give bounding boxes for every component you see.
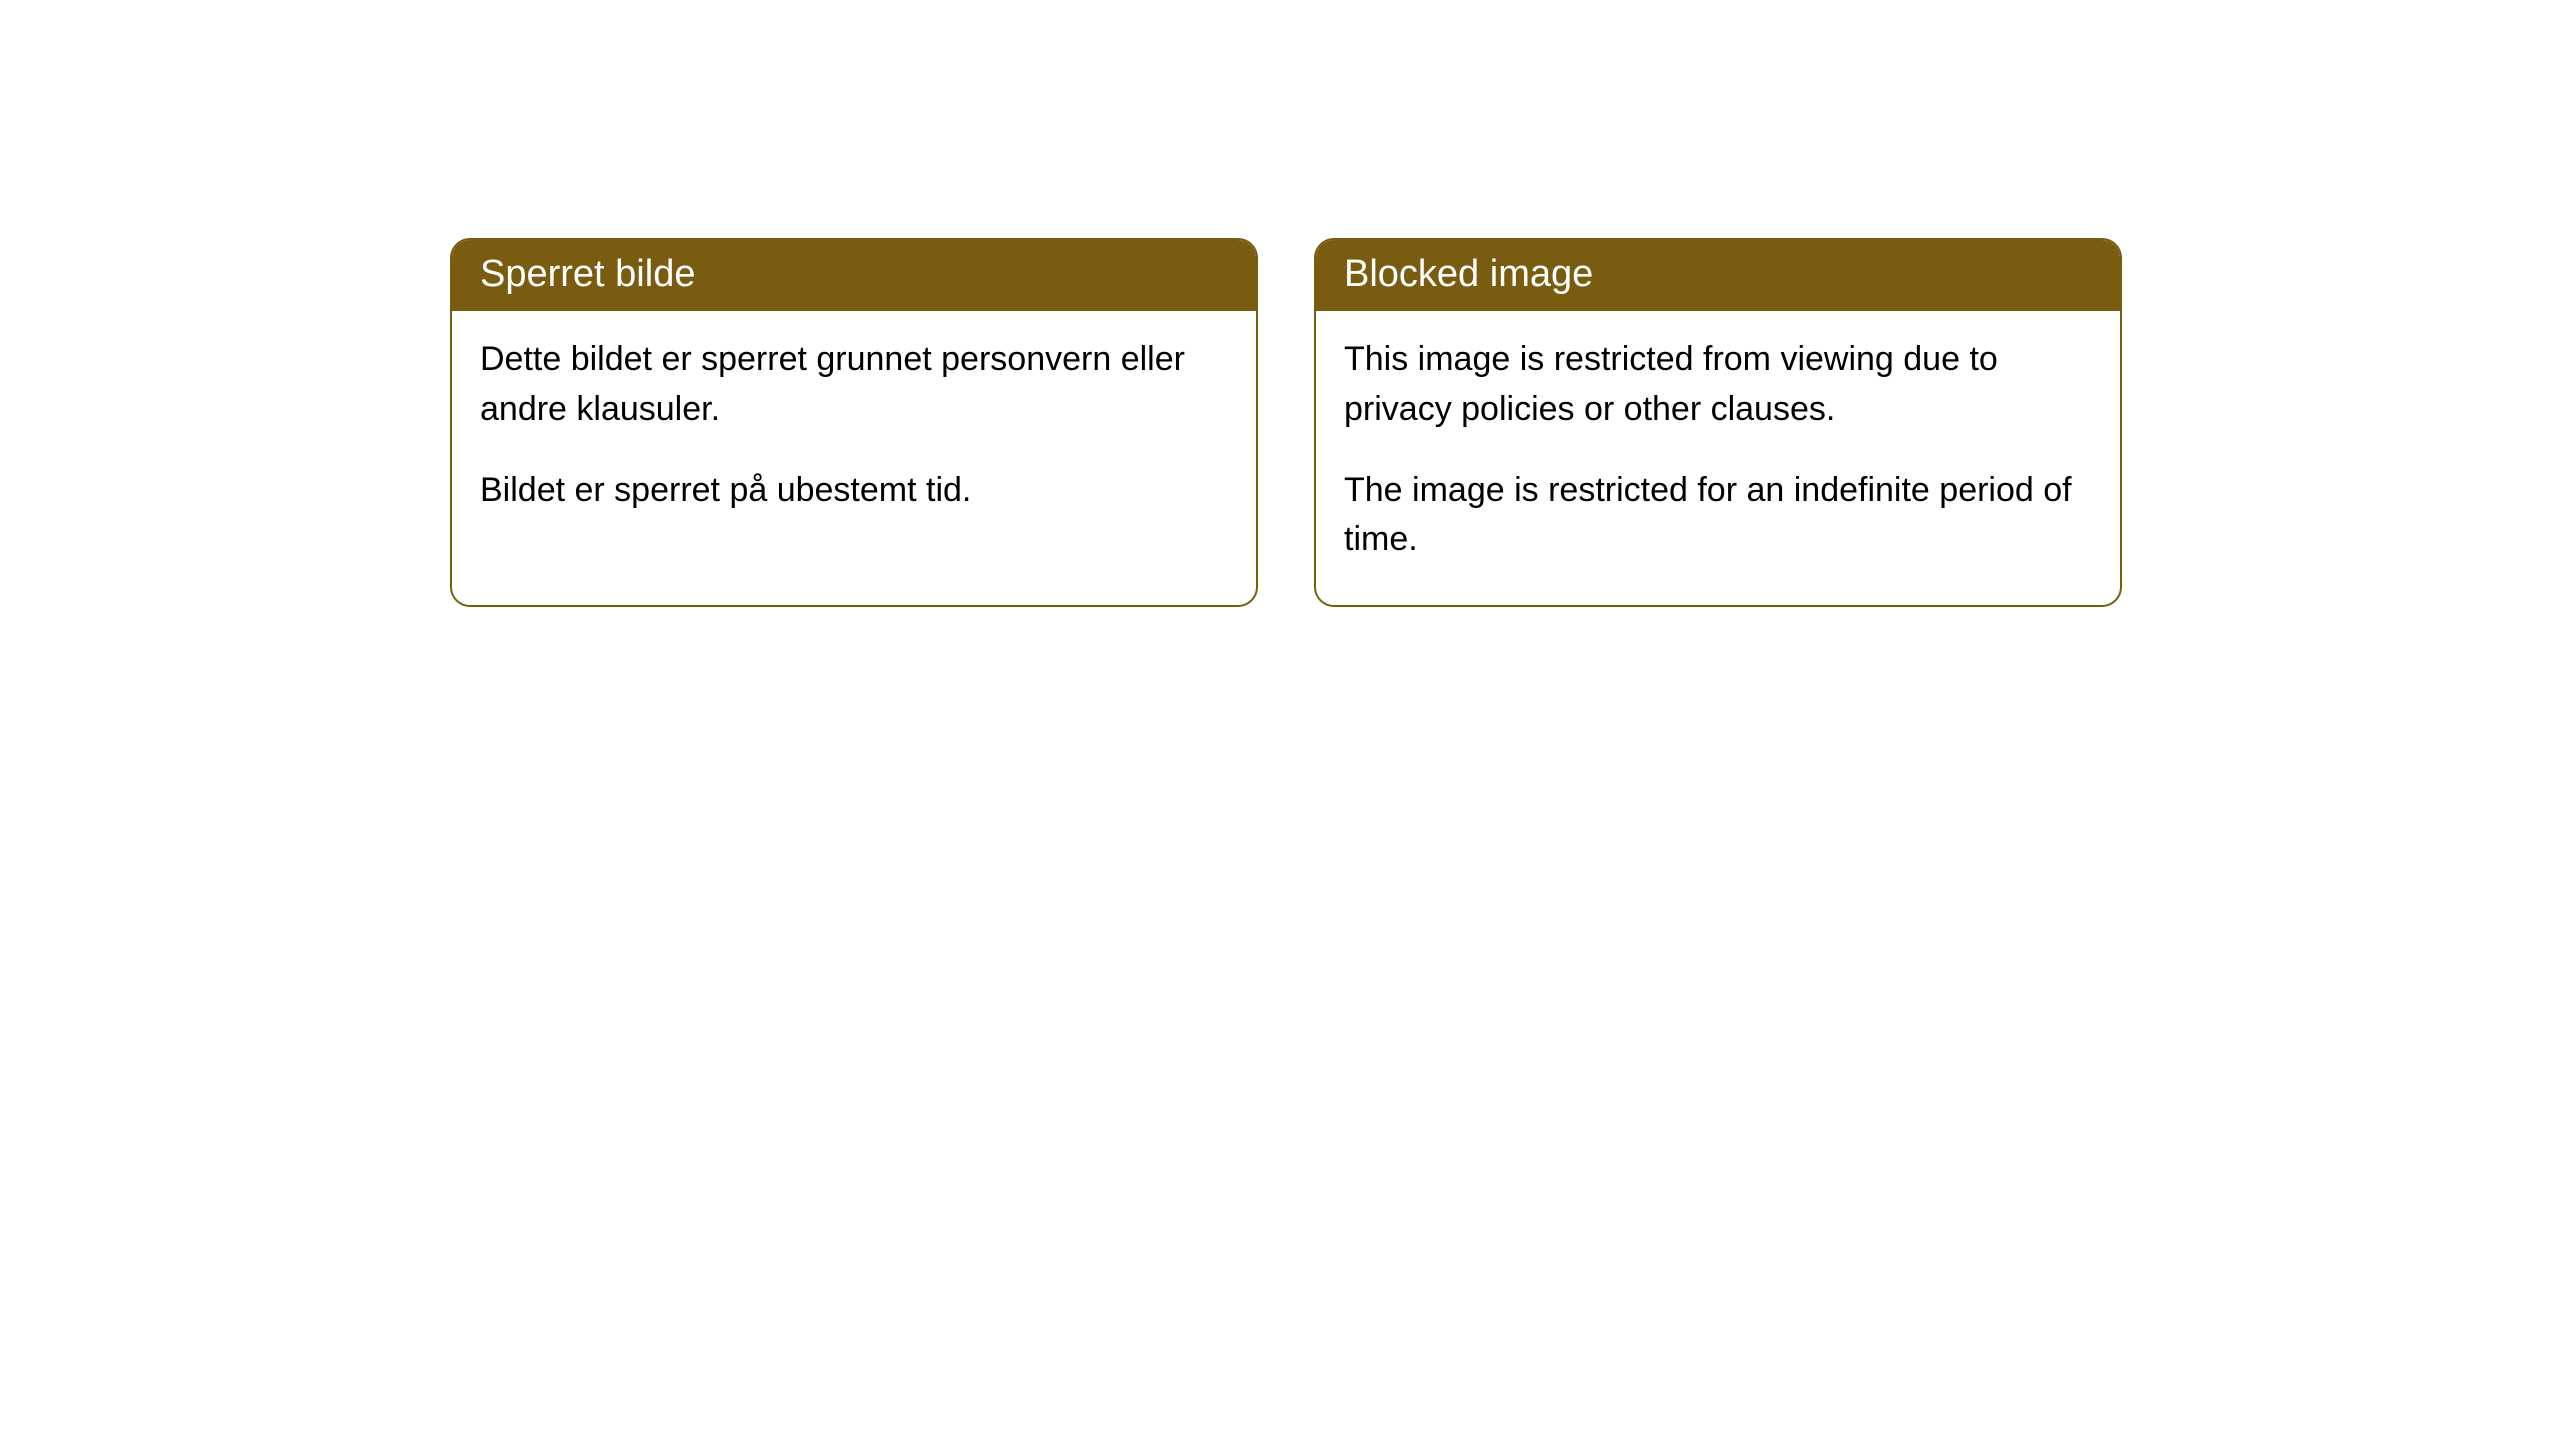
card-header: Blocked image — [1316, 240, 2120, 311]
card-paragraph: This image is restricted from viewing du… — [1344, 335, 2092, 434]
card-paragraph: The image is restricted for an indefinit… — [1344, 466, 2092, 565]
notice-card-norwegian: Sperret bilde Dette bildet er sperret gr… — [450, 238, 1258, 607]
card-paragraph: Dette bildet er sperret grunnet personve… — [480, 335, 1228, 434]
notice-cards-container: Sperret bilde Dette bildet er sperret gr… — [450, 238, 2122, 607]
notice-card-english: Blocked image This image is restricted f… — [1314, 238, 2122, 607]
card-body: Dette bildet er sperret grunnet personve… — [452, 311, 1256, 555]
card-header: Sperret bilde — [452, 240, 1256, 311]
card-paragraph: Bildet er sperret på ubestemt tid. — [480, 466, 1228, 515]
card-body: This image is restricted from viewing du… — [1316, 311, 2120, 604]
